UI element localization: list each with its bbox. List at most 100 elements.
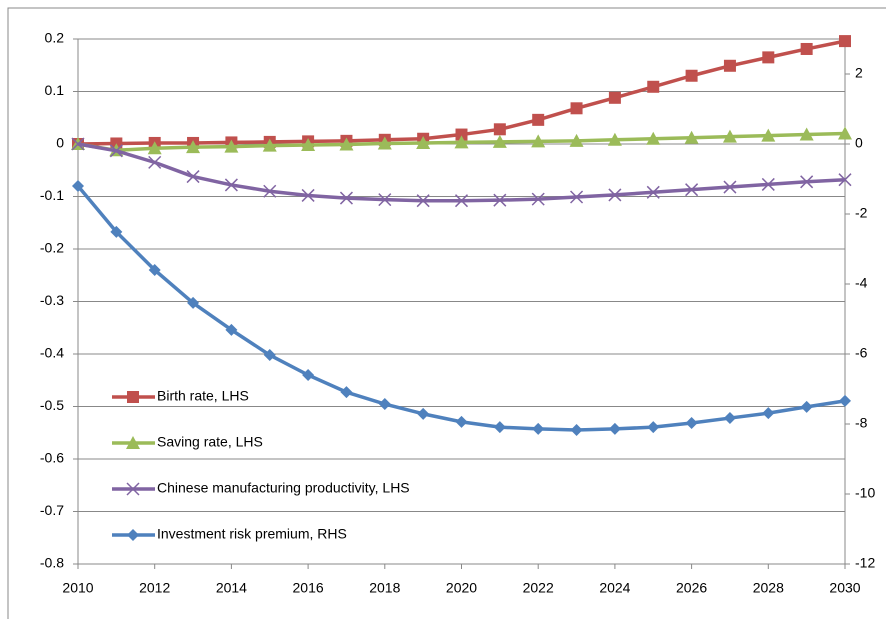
marker bbox=[147, 141, 162, 155]
y-tick-label: -0.5 bbox=[40, 397, 64, 413]
y2-tick-label: -2 bbox=[855, 205, 868, 221]
y-tick-label: 0.1 bbox=[45, 82, 65, 98]
marker bbox=[301, 188, 315, 202]
marker bbox=[685, 69, 698, 82]
marker bbox=[225, 323, 238, 336]
marker bbox=[531, 134, 546, 148]
marker bbox=[377, 136, 392, 150]
y-tick-label: -0.8 bbox=[40, 555, 64, 571]
marker bbox=[570, 423, 583, 436]
y-tick-label: -0.3 bbox=[40, 292, 64, 308]
marker bbox=[71, 137, 85, 151]
marker bbox=[109, 144, 123, 158]
marker bbox=[723, 412, 736, 425]
marker bbox=[608, 422, 621, 435]
legend-label: Birth rate, LHS bbox=[157, 388, 249, 404]
x-tick-label: 2028 bbox=[753, 580, 784, 596]
marker bbox=[263, 349, 276, 362]
marker bbox=[838, 126, 852, 140]
marker bbox=[416, 194, 430, 208]
legend-label: Chinese manufacturing productivity, LHS bbox=[157, 480, 410, 496]
y-tick-label: -0.1 bbox=[40, 187, 64, 203]
y2-tick-label: -6 bbox=[855, 345, 868, 361]
marker bbox=[186, 140, 201, 154]
marker bbox=[531, 192, 545, 206]
marker bbox=[416, 135, 431, 149]
marker bbox=[340, 386, 353, 399]
x-tick-label: 2024 bbox=[599, 580, 630, 596]
x-tick-label: 2020 bbox=[446, 580, 477, 596]
marker bbox=[800, 400, 813, 413]
marker bbox=[126, 482, 140, 496]
legend-label: Saving rate, LHS bbox=[157, 434, 263, 450]
marker bbox=[454, 194, 469, 208]
marker bbox=[761, 177, 775, 191]
marker bbox=[224, 178, 238, 192]
marker bbox=[110, 225, 123, 238]
marker bbox=[800, 175, 814, 189]
x-tick-label: 2016 bbox=[293, 580, 324, 596]
y2-tick-label: -10 bbox=[855, 485, 875, 501]
y-tick-label: -0.2 bbox=[40, 240, 64, 256]
marker bbox=[455, 415, 468, 428]
marker bbox=[607, 132, 622, 146]
marker bbox=[187, 296, 200, 309]
marker bbox=[126, 436, 140, 449]
marker bbox=[532, 113, 545, 126]
y-tick-label: -0.6 bbox=[40, 450, 64, 466]
marker bbox=[569, 133, 584, 147]
marker bbox=[685, 416, 698, 429]
marker bbox=[799, 127, 814, 141]
y2-tick-label: -4 bbox=[855, 275, 868, 291]
marker bbox=[570, 190, 584, 204]
marker bbox=[684, 130, 699, 144]
marker bbox=[72, 180, 84, 192]
x-tick-label: 2022 bbox=[523, 580, 554, 596]
x-tick-label: 2018 bbox=[369, 580, 400, 596]
marker bbox=[608, 91, 621, 104]
x-tick-label: 2010 bbox=[62, 580, 93, 596]
marker bbox=[762, 51, 775, 64]
marker bbox=[493, 193, 507, 207]
y2-tick-label: -8 bbox=[855, 415, 868, 431]
marker bbox=[532, 422, 545, 435]
marker bbox=[493, 421, 506, 434]
chart-frame bbox=[7, 7, 886, 619]
marker bbox=[493, 123, 506, 136]
marker bbox=[339, 191, 353, 205]
marker bbox=[646, 131, 661, 145]
marker bbox=[839, 394, 851, 407]
marker bbox=[646, 185, 660, 199]
marker bbox=[723, 180, 737, 194]
marker bbox=[378, 398, 391, 411]
marker bbox=[492, 134, 507, 148]
marker bbox=[723, 59, 736, 72]
marker bbox=[127, 391, 139, 403]
marker bbox=[148, 155, 162, 169]
marker bbox=[417, 407, 430, 420]
marker bbox=[339, 137, 354, 151]
marker bbox=[647, 421, 660, 434]
x-tick-label: 2026 bbox=[676, 580, 707, 596]
x-tick-label: 2012 bbox=[139, 580, 170, 596]
marker bbox=[839, 35, 851, 48]
y-tick-label: -0.4 bbox=[40, 345, 64, 361]
marker bbox=[263, 184, 277, 198]
y2-tick-label: -12 bbox=[855, 555, 875, 571]
marker bbox=[800, 42, 813, 55]
marker bbox=[685, 183, 699, 197]
marker bbox=[186, 170, 200, 184]
x-tick-label: 2014 bbox=[216, 580, 247, 596]
marker bbox=[608, 188, 622, 202]
marker bbox=[148, 264, 161, 276]
marker bbox=[224, 139, 239, 153]
y-tick-label: 0.2 bbox=[45, 30, 65, 46]
marker bbox=[838, 173, 852, 187]
y-tick-label: -0.7 bbox=[40, 502, 64, 518]
y-tick-label: 0 bbox=[56, 135, 64, 151]
marker bbox=[302, 369, 315, 381]
y2-tick-label: 0 bbox=[855, 135, 863, 151]
marker bbox=[570, 102, 583, 115]
